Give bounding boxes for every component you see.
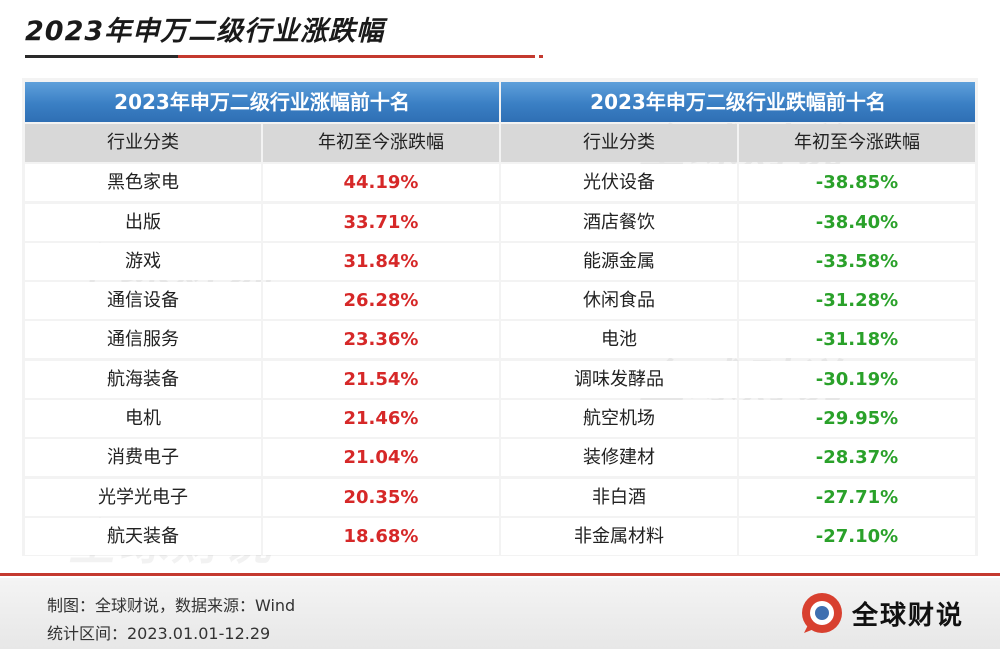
footer-divider — [0, 573, 1000, 576]
logo-text: 全球财说 — [852, 600, 965, 631]
change-value: 33.71% — [343, 211, 419, 233]
change-value: -29.95% — [815, 408, 899, 430]
column-header-industry: 行业分类 — [501, 124, 739, 162]
change-value: 21.04% — [343, 447, 419, 469]
industry-name: 酒店餐饮 — [501, 203, 739, 241]
title-area: 2023年申万二级行业涨跌幅 — [25, 12, 543, 58]
industry-name: 电池 — [501, 321, 739, 359]
change-value: -31.18% — [815, 329, 899, 351]
table-row: 非金属材料 -27.10% — [501, 517, 975, 555]
losers-column-header: 行业分类 年初至今涨跌幅 — [501, 124, 975, 162]
change-value: -27.71% — [815, 486, 899, 508]
column-header-change: 年初至今涨跌幅 — [318, 132, 444, 153]
change-value: -28.37% — [815, 447, 899, 469]
table-row: 游戏 31.84% — [25, 242, 499, 280]
table-row: 能源金属 -33.58% — [501, 242, 975, 280]
change-value: 21.54% — [343, 368, 419, 390]
gainers-table-heading: 2023年申万二级行业涨幅前十名 — [25, 82, 499, 122]
industry-name: 电机 — [25, 400, 263, 438]
change-value: 44.19% — [343, 172, 419, 194]
gainers-table: 2023年申万二级行业涨幅前十名 行业分类 年初至今涨跌幅 黑色家电 44.19%… — [25, 82, 499, 555]
industry-name: 休闲食品 — [501, 282, 739, 320]
table-row: 电池 -31.18% — [501, 321, 975, 359]
industry-name: 通信设备 — [25, 282, 263, 320]
change-value: -31.28% — [815, 290, 899, 312]
footer: 制图：全球财说，数据来源：Wind 统计区间：2023.01.01-12.29 … — [0, 578, 1000, 649]
industry-name: 通信服务 — [25, 321, 263, 359]
table-row: 酒店餐饮 -38.40% — [501, 203, 975, 241]
industry-name: 装修建材 — [501, 439, 739, 477]
gainers-column-header: 行业分类 年初至今涨跌幅 — [25, 124, 499, 162]
change-value: 23.36% — [343, 329, 419, 351]
industry-name: 调味发酵品 — [501, 360, 739, 398]
industry-name: 消费电子 — [25, 439, 263, 477]
title-underline — [25, 55, 535, 58]
industry-name: 航海装备 — [25, 360, 263, 398]
title-underline-end — [539, 55, 543, 58]
change-value: -38.40% — [815, 211, 899, 233]
page-title: 2023年申万二级行业涨跌幅 — [25, 16, 385, 47]
change-value: -38.85% — [815, 172, 899, 194]
table-row: 非白酒 -27.71% — [501, 478, 975, 516]
change-value: 18.68% — [343, 525, 419, 547]
tables-container: 全球财说 全球财说 全球财说 全球财说 2023年申万二级行业涨幅前十名 行业分… — [22, 78, 978, 571]
change-value: -27.10% — [815, 525, 899, 547]
table-row: 航海装备 21.54% — [25, 360, 499, 398]
table-row: 调味发酵品 -30.19% — [501, 360, 975, 398]
table-row: 电机 21.46% — [25, 400, 499, 438]
change-value: 21.46% — [343, 408, 419, 430]
industry-name: 航天装备 — [25, 517, 263, 555]
table-row: 装修建材 -28.37% — [501, 439, 975, 477]
period-note: 统计区间：2023.01.01-12.29 — [47, 624, 271, 643]
table-row: 黑色家电 44.19% — [25, 164, 499, 202]
industry-name: 非金属材料 — [501, 517, 739, 555]
change-value: 20.35% — [343, 486, 419, 508]
industry-name: 出版 — [25, 203, 263, 241]
table-row: 航空机场 -29.95% — [501, 400, 975, 438]
table-row: 休闲食品 -31.28% — [501, 282, 975, 320]
table-row: 光学光电子 20.35% — [25, 478, 499, 516]
industry-name: 能源金属 — [501, 242, 739, 280]
speech-bubble-logo-icon — [802, 593, 842, 633]
table-row: 通信设备 26.28% — [25, 282, 499, 320]
table-row: 航天装备 18.68% — [25, 517, 499, 555]
table-row: 出版 33.71% — [25, 203, 499, 241]
losers-table-heading: 2023年申万二级行业跌幅前十名 — [501, 82, 975, 122]
table-row: 光伏设备 -38.85% — [501, 164, 975, 202]
change-value: -30.19% — [815, 368, 899, 390]
losers-table: 2023年申万二级行业跌幅前十名 行业分类 年初至今涨跌幅 光伏设备 -38.85… — [501, 82, 975, 555]
brand-logo: 全球财说 — [800, 586, 964, 640]
column-header-industry: 行业分类 — [25, 124, 263, 162]
change-value: -33.58% — [815, 250, 899, 272]
change-value: 31.84% — [343, 250, 419, 272]
industry-name: 黑色家电 — [25, 164, 263, 202]
column-header-change: 年初至今涨跌幅 — [794, 132, 920, 153]
industry-name: 光学光电子 — [25, 478, 263, 516]
source-note: 制图：全球财说，数据来源：Wind — [47, 596, 296, 615]
change-value: 26.28% — [343, 290, 419, 312]
industry-name: 航空机场 — [501, 400, 739, 438]
industry-name: 光伏设备 — [501, 164, 739, 202]
industry-name: 游戏 — [25, 242, 263, 280]
industry-name: 非白酒 — [501, 478, 739, 516]
table-row: 通信服务 23.36% — [25, 321, 499, 359]
table-row: 消费电子 21.04% — [25, 439, 499, 477]
